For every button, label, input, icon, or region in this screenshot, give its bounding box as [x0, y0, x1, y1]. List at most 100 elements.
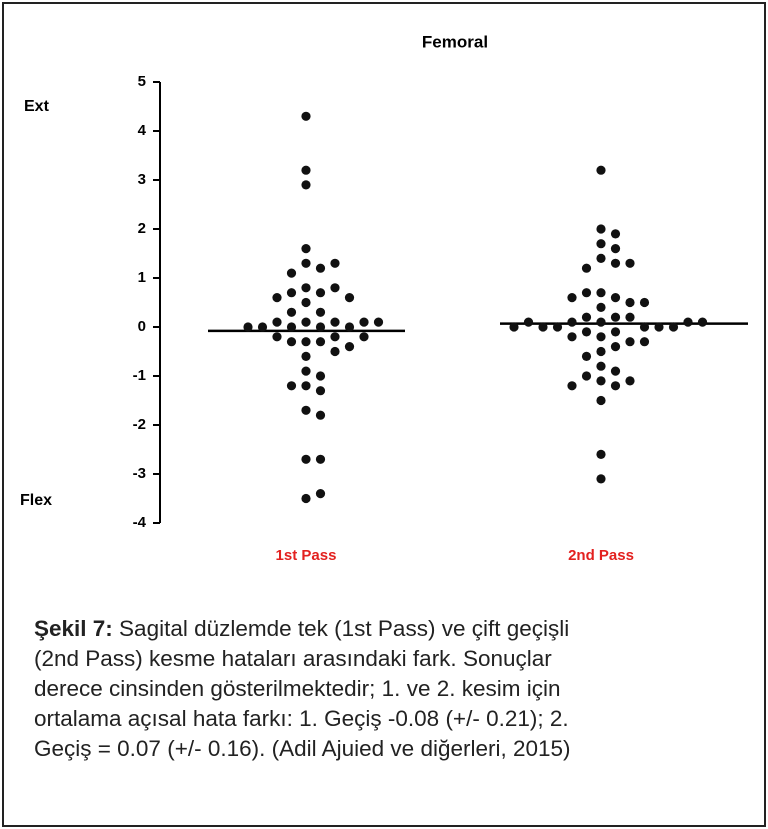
- data-point: [359, 332, 369, 342]
- y-tick-label: -2: [133, 416, 146, 433]
- data-point: [596, 239, 606, 249]
- data-point: [243, 322, 253, 332]
- data-point: [610, 366, 621, 376]
- data-point: [596, 474, 606, 484]
- data-point: [301, 258, 311, 268]
- data-point: [610, 381, 621, 391]
- chart-title: Femoral: [422, 32, 488, 51]
- axis-annotation: Ext: [24, 98, 50, 115]
- data-point: [272, 317, 282, 327]
- data-point: [301, 244, 311, 254]
- data-point: [567, 317, 577, 327]
- data-point: [344, 322, 355, 332]
- data-point: [596, 288, 606, 298]
- caption-line: derece cinsinden gösterilmektedir; 1. ve…: [34, 674, 734, 704]
- data-point: [538, 322, 548, 332]
- data-point: [596, 395, 606, 406]
- data-point: [315, 410, 326, 420]
- data-point: [286, 288, 297, 298]
- data-point: [596, 302, 606, 312]
- data-point: [610, 327, 621, 337]
- y-tick-label: 3: [138, 171, 146, 188]
- data-point: [683, 317, 693, 327]
- data-point: [639, 322, 650, 332]
- caption-line: Geçiş = 0.07 (+/- 0.16). (Adil Ajuied ve…: [34, 734, 734, 764]
- data-point: [315, 337, 326, 347]
- caption: Şekil 7: Sagital düzlemde tek (1st Pass)…: [34, 614, 734, 764]
- data-point: [610, 312, 621, 322]
- data-point: [301, 111, 311, 121]
- caption-line: Şekil 7: Sagital düzlemde tek (1st Pass)…: [34, 614, 734, 644]
- data-point: [330, 346, 340, 357]
- data-point: [344, 293, 355, 303]
- data-point: [581, 371, 592, 381]
- data-point: [301, 405, 311, 415]
- caption-line: (2nd Pass) kesme hataları arasındaki far…: [34, 644, 734, 674]
- data-point: [301, 297, 311, 308]
- data-point: [581, 288, 592, 298]
- y-tick-label: 4: [138, 122, 147, 139]
- data-point: [301, 366, 311, 376]
- data-point: [301, 283, 311, 293]
- caption-text: derece cinsinden gösterilmektedir; 1. ve…: [34, 676, 561, 701]
- data-point: [581, 312, 592, 322]
- caption-text: Sagital düzlemde tek (1st Pass) ve çift …: [112, 616, 570, 641]
- data-point: [286, 322, 297, 332]
- data-point: [286, 381, 297, 391]
- data-point: [581, 327, 592, 337]
- data-point: [301, 493, 311, 504]
- data-point: [552, 322, 563, 332]
- data-point: [301, 454, 311, 464]
- data-point: [625, 297, 635, 308]
- data-point: [596, 332, 606, 342]
- y-tick-label: 0: [138, 318, 146, 335]
- y-tick-label: 2: [138, 220, 146, 237]
- y-tick-label: -3: [133, 465, 146, 482]
- data-point: [315, 322, 326, 332]
- data-point: [625, 258, 635, 268]
- data-point: [330, 332, 340, 342]
- data-point: [359, 317, 369, 327]
- caption-text: Geçiş = 0.07 (+/- 0.16). (Adil Ajuied ve…: [34, 736, 571, 761]
- chart: Femoral Ext Flex -4 -3 -2 -1 0 1 2 3 4 5 1st Pass 2…: [20, 32, 748, 564]
- caption-line: ortalama açısal hata farkı: 1. Geçiş -0.…: [34, 704, 734, 734]
- data-point: [301, 165, 311, 175]
- data-point: [581, 351, 592, 361]
- data-point: [610, 342, 621, 352]
- data-point: [596, 346, 606, 357]
- data-point: [596, 449, 606, 459]
- data-point: [697, 317, 708, 327]
- data-point: [330, 317, 340, 327]
- data-point: [596, 165, 606, 175]
- data-point: [610, 258, 621, 268]
- data-point: [330, 258, 340, 268]
- y-tick-label: -4: [133, 514, 147, 531]
- x-tick-label: 2nd Pass: [568, 547, 634, 564]
- data-point: [596, 376, 606, 386]
- data-point: [301, 381, 311, 391]
- caption-text: ortalama açısal hata farkı: 1. Geçiş -0.…: [34, 706, 569, 731]
- axis-annotation: Flex: [20, 492, 52, 509]
- data-point: [286, 307, 297, 317]
- data-point: [315, 288, 326, 298]
- data-point: [523, 317, 534, 327]
- data-point: [257, 322, 268, 332]
- data-point: [581, 263, 592, 273]
- data-point: [315, 454, 326, 464]
- data-point: [668, 322, 679, 332]
- data-point: [610, 293, 621, 303]
- data-point: [596, 253, 606, 263]
- data-point: [625, 337, 635, 347]
- data-point: [272, 293, 282, 303]
- caption-text: (2nd Pass) kesme hataları arasındaki far…: [34, 646, 552, 671]
- data-point: [610, 244, 621, 254]
- y-tick-label: 1: [138, 269, 146, 286]
- data-point: [315, 386, 326, 396]
- data-point: [315, 489, 326, 499]
- data-point: [272, 332, 282, 342]
- data-point: [344, 342, 355, 352]
- data-point: [596, 361, 606, 371]
- data-point: [567, 381, 577, 391]
- x-tick-label: 1st Pass: [276, 547, 337, 564]
